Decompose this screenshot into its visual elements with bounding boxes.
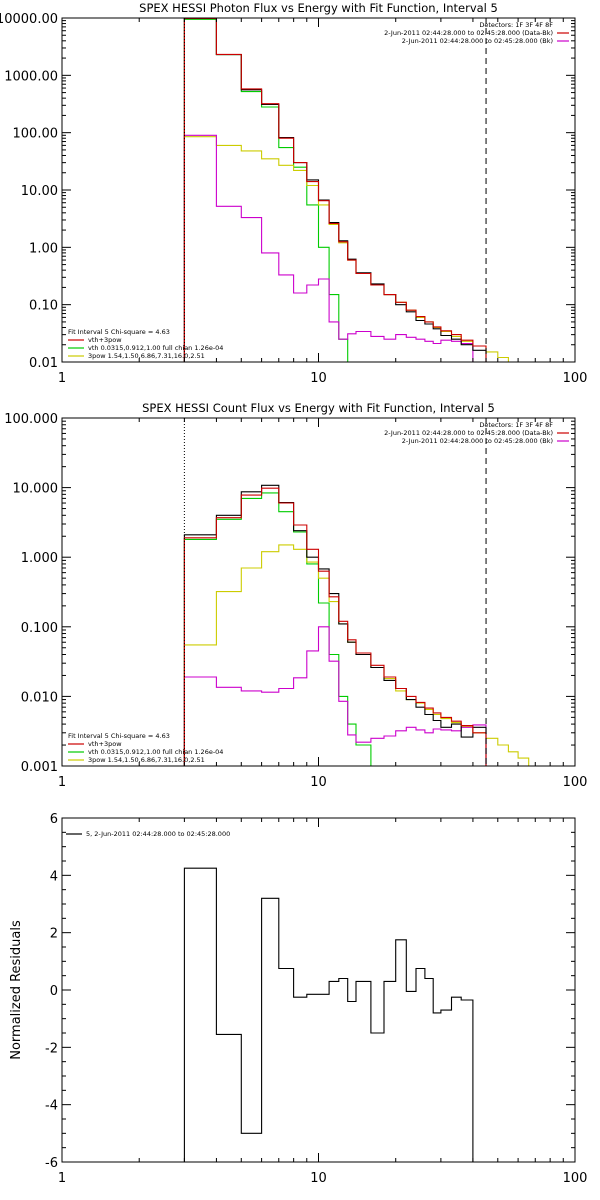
x-tick-label: 100 (563, 1171, 588, 1186)
series-group (183, 867, 474, 1162)
y-tick-label: 6 (50, 812, 58, 827)
y-tick-label: 0.010 (21, 690, 58, 705)
x-tick-label: 100 (563, 371, 588, 386)
y-tick-label: 0.001 (21, 760, 58, 775)
x-tick-label: 10 (310, 775, 327, 790)
legend-left-entry: vth 0.0315,0.912,1.00 full chian 1.26e-0… (88, 344, 223, 352)
x-tick-label: 1 (58, 1171, 66, 1186)
y-tick-label: 0 (50, 984, 58, 999)
series-group (183, 18, 509, 362)
y-tick-label: 0.01 (29, 356, 58, 371)
panel-1: SPEX HESSI Photon Flux vs Energy with Fi… (0, 1, 588, 386)
legend-left-entry: Fit Interval 5 Chi-square = 4.63 (68, 328, 170, 336)
panel-3: 1 10 100 -6 -4 -2 0 2 4 6 Normalized Residuals 5, 2… (9, 812, 587, 1186)
legend-left-entry: vth 0.0315,0.912,1.00 full chian 1.26e-0… (88, 748, 223, 756)
legend-right-entry: Detectors: 1F 3F 4F 8F (479, 21, 553, 29)
y-tick-label: 0.10 (29, 299, 58, 314)
y-tick-label: 1.000 (21, 551, 58, 566)
legend-right-entry: 2-Jun-2011 02:44:28.000 to 02:45:28.000 … (402, 37, 553, 45)
series-background-line (183, 626, 487, 766)
legend-left-entry: Fit Interval 5 Chi-square = 4.63 (68, 732, 170, 740)
legend-right-entry: 2-Jun-2011 02:44:28.000 to 02:45:28.000 … (384, 429, 553, 437)
chart-title: SPEX HESSI Photon Flux vs Energy with Fi… (139, 1, 498, 15)
legend-right-entry: Detectors: 1F 3F 4F 8F (479, 421, 553, 429)
x-tick-label: 1 (58, 371, 66, 386)
series-total-line (183, 487, 487, 766)
x-tick-label: 10 (310, 1171, 327, 1186)
series-powerlaw-line (183, 544, 530, 766)
y-axis-label: Normalized Residuals (9, 920, 24, 1060)
panel-2: SPEX HESSI Count Flux vs Energy with Fit… (4, 401, 587, 790)
y-tick-label: 1.00 (29, 241, 58, 256)
y-tick-label: 4 (50, 869, 58, 884)
chart-title: SPEX HESSI Count Flux vs Energy with Fit… (142, 401, 495, 415)
series-group (183, 484, 530, 766)
y-tick-label: -2 (45, 1041, 58, 1056)
series-background-line (183, 134, 474, 362)
y-tick-label: 1000.00 (4, 69, 58, 84)
y-tick-label: -4 (45, 1099, 58, 1114)
legend-left-entry: vth+3pow (88, 740, 122, 748)
legend-left-entry: 3pow 1.54,1.50,6.86,7.31,16.0,2.51 (88, 756, 205, 764)
series-data-line (183, 867, 474, 1162)
legend-right-entry: 2-Jun-2011 02:44:28.000 to 02:45:28.000 … (384, 29, 553, 37)
y-tick-label: -6 (45, 1156, 58, 1171)
y-tick-label: 10.000 (13, 482, 59, 497)
y-tick-label: 100.00 (13, 127, 59, 142)
x-tick-label: 1 (58, 775, 66, 790)
x-tick-label: 10 (310, 371, 327, 386)
y-tick-label: 100.000 (4, 412, 58, 427)
y-tick-label: 2 (50, 927, 58, 942)
x-tick-label: 100 (563, 775, 588, 790)
legend-left-entry: 5, 2-Jun-2011 02:44:28.000 to 02:45:28.0… (86, 830, 230, 838)
series-powerlaw-line (183, 136, 509, 362)
y-tick-label: 10.00 (21, 184, 58, 199)
series-total-line (183, 18, 487, 362)
legend-left-entry: vth+3pow (88, 336, 122, 344)
y-tick-label: 0.100 (21, 621, 58, 636)
series-data-line (183, 484, 487, 766)
plot-frame (61, 817, 576, 1163)
y-tick-label: 10000.00 (0, 12, 58, 27)
legend-right-entry: 2-Jun-2011 02:44:28.000 to 02:45:28.000 … (402, 437, 553, 445)
legend-left-entry: 3pow 1.54,1.50,6.86,7.31,16.0,2.51 (88, 352, 205, 360)
series-data-line (183, 18, 487, 362)
